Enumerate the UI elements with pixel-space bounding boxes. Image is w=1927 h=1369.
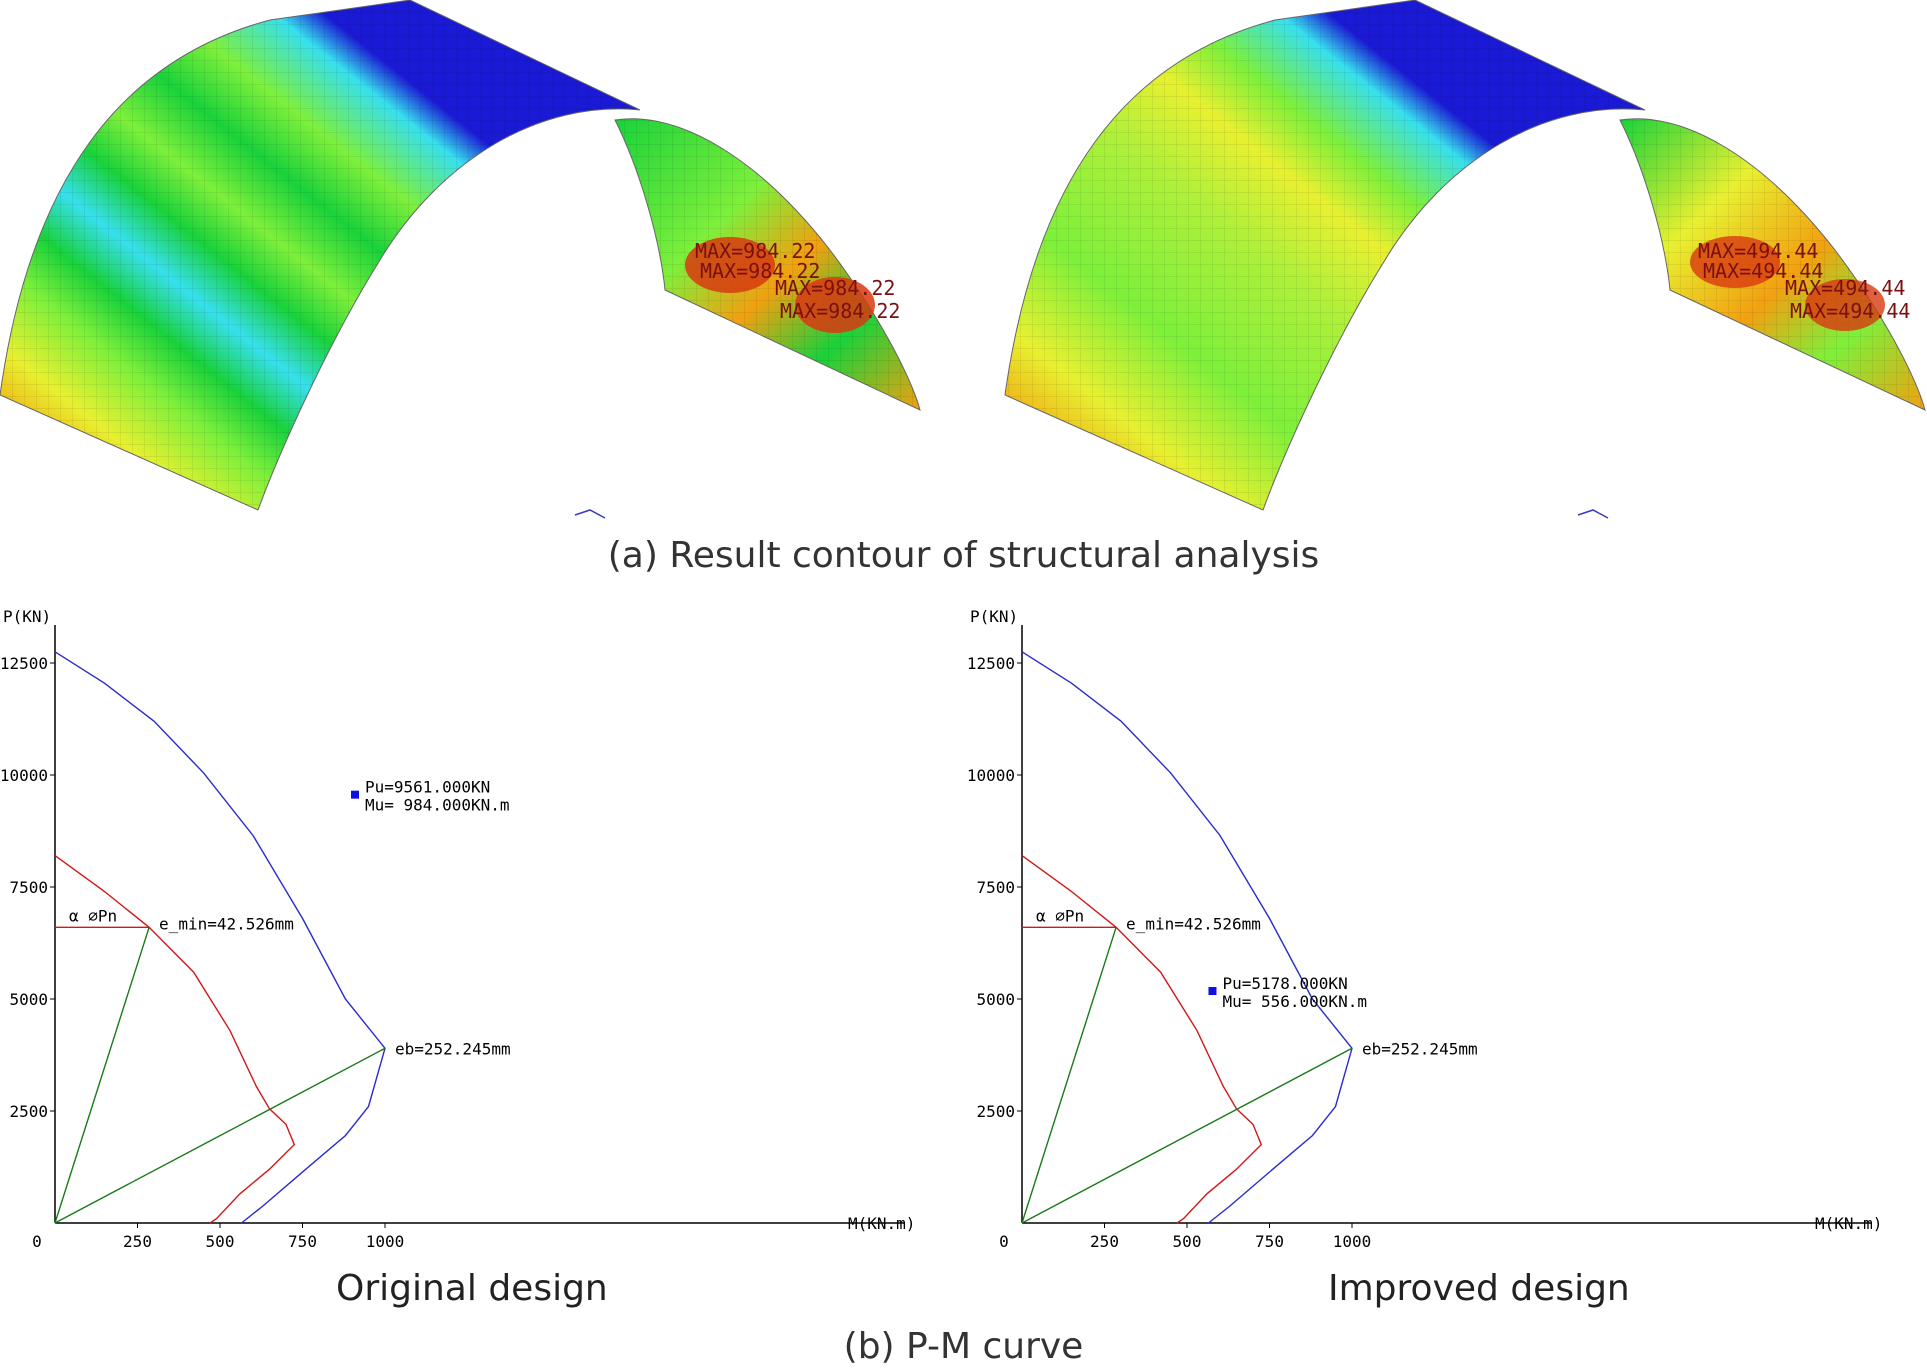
series-emin-line <box>54 927 150 1224</box>
y-tick-label: 12500 <box>0 654 48 673</box>
max-label: MAX=984.22 <box>695 239 815 263</box>
y-tick-label: 5000 <box>9 990 48 1009</box>
x-tick-label: 250 <box>123 1232 152 1251</box>
eb-label: eb=252.245mm <box>1362 1039 1478 1058</box>
contour-figure: MAX=984.22 MAX=984.22 MAX=984.22 MAX=984… <box>0 0 1926 519</box>
x-tick-label: 750 <box>288 1232 317 1251</box>
contour-original: MAX=984.22 MAX=984.22 MAX=984.22 MAX=984… <box>0 0 921 519</box>
subcaption-original: Original design <box>336 1268 608 1309</box>
y-tick-label: 10000 <box>0 766 48 785</box>
caption-a: (a) Result contour of structural analysi… <box>607 535 1320 576</box>
y-tick-label: 7500 <box>976 878 1015 897</box>
y-tick-label: 2500 <box>976 1102 1015 1121</box>
mu-label: Mu= 984.000KN.m <box>365 796 510 815</box>
pm-chart-svg: P(KN) M(KN.m) 0 250 500 750 1000 2500 5000 7500 10… <box>967 607 1883 1251</box>
x-tick-label: 0 <box>32 1232 42 1251</box>
series-emin-line <box>1021 927 1117 1224</box>
design-point <box>351 790 359 799</box>
series-eb-line <box>54 1047 386 1224</box>
y-tick-label: 10000 <box>967 766 1015 785</box>
x-tick-label: 250 <box>1090 1232 1119 1251</box>
max-label: MAX=494.44 <box>1790 299 1910 323</box>
max-label: MAX=984.22 <box>780 299 900 323</box>
x-tick-label: 1000 <box>366 1232 405 1251</box>
x-axis-label: M(KN.m) <box>1815 1214 1882 1233</box>
y-tick-label: 2500 <box>9 1102 48 1121</box>
emin-label: e_min=42.526mm <box>1126 914 1261 933</box>
caption-b: (b) P-M curve <box>843 1326 1084 1367</box>
series-eb-line <box>1021 1047 1353 1224</box>
x-tick-label: 500 <box>1173 1232 1202 1251</box>
alpha-phi-pn-label: α ∅Pn <box>1036 906 1084 925</box>
pu-label: Pu=5178.000KN <box>1222 974 1347 993</box>
y-tick-label: 7500 <box>9 878 48 897</box>
pm-chart-original: P(KN) M(KN.m) 0 250 500 750 1000 2500 5000 7500 10… <box>0 600 960 1280</box>
y-axis-label: P(KN) <box>970 607 1018 626</box>
emin-label: e_min=42.526mm <box>159 914 294 933</box>
x-tick-label: 500 <box>206 1232 235 1251</box>
alpha-phi-pn-label: α ∅Pn <box>69 906 117 925</box>
mu-label: Mu= 556.000KN.m <box>1222 992 1367 1011</box>
max-label: MAX=494.44 <box>1698 239 1818 263</box>
pm-chart-improved: P(KN) M(KN.m) 0 250 500 750 1000 2500 5000 7500 10… <box>967 600 1927 1280</box>
x-axis-label: M(KN.m) <box>848 1214 915 1233</box>
x-tick-label: 1000 <box>1333 1232 1372 1251</box>
pu-label: Pu=9561.000KN <box>365 778 490 797</box>
max-label: MAX=984.22 <box>700 259 820 283</box>
max-label: MAX=984.22 <box>775 276 895 300</box>
y-axis-label: P(KN) <box>3 607 51 626</box>
eb-label: eb=252.245mm <box>395 1039 511 1058</box>
subcaption-improved: Improved design <box>1328 1268 1630 1309</box>
y-tick-label: 5000 <box>976 990 1015 1009</box>
pm-chart-svg: P(KN) M(KN.m) 0 250 500 750 1000 2500 5000 7500 10… <box>0 607 915 1251</box>
contour-improved: MAX=494.44 MAX=494.44 MAX=494.44 MAX=494… <box>1004 0 1926 519</box>
y-tick-label: 12500 <box>967 654 1015 673</box>
series-nominal <box>1021 651 1353 1224</box>
x-tick-label: 0 <box>999 1232 1009 1251</box>
max-label: MAX=494.44 <box>1785 276 1905 300</box>
design-point <box>1208 987 1217 996</box>
x-tick-label: 750 <box>1255 1232 1284 1251</box>
max-label: MAX=494.44 <box>1703 259 1823 283</box>
series-nominal <box>54 651 386 1224</box>
